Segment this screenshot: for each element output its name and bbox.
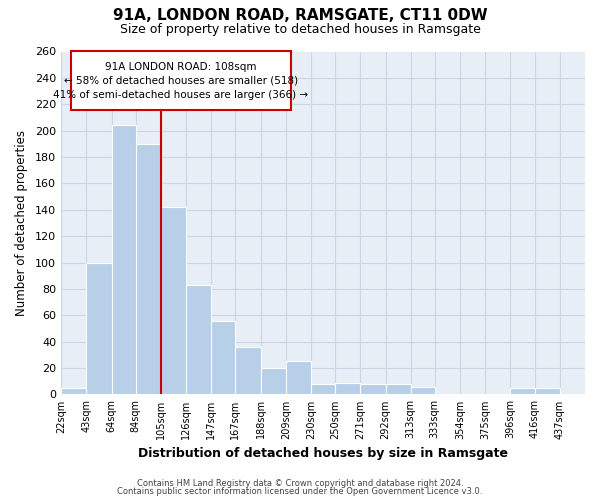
Bar — [235, 347, 260, 395]
FancyBboxPatch shape — [71, 52, 290, 110]
Bar — [211, 320, 235, 394]
Bar — [535, 388, 560, 394]
Bar — [511, 388, 535, 394]
Bar — [360, 384, 386, 394]
Text: 91A, LONDON ROAD, RAMSGATE, CT11 0DW: 91A, LONDON ROAD, RAMSGATE, CT11 0DW — [113, 8, 487, 22]
Bar — [386, 384, 411, 394]
Bar — [311, 384, 335, 394]
Bar — [286, 362, 311, 394]
Text: Size of property relative to detached houses in Ramsgate: Size of property relative to detached ho… — [119, 22, 481, 36]
Bar — [411, 386, 435, 394]
Bar — [86, 262, 112, 394]
Bar — [335, 382, 360, 394]
Bar — [186, 285, 211, 395]
Bar — [260, 368, 286, 394]
Bar — [61, 388, 86, 394]
Y-axis label: Number of detached properties: Number of detached properties — [15, 130, 28, 316]
Text: 91A LONDON ROAD: 108sqm
← 58% of detached houses are smaller (518)
41% of semi-d: 91A LONDON ROAD: 108sqm ← 58% of detache… — [53, 62, 308, 100]
Text: Contains public sector information licensed under the Open Government Licence v3: Contains public sector information licen… — [118, 487, 482, 496]
X-axis label: Distribution of detached houses by size in Ramsgate: Distribution of detached houses by size … — [138, 447, 508, 460]
Text: Contains HM Land Registry data © Crown copyright and database right 2024.: Contains HM Land Registry data © Crown c… — [137, 478, 463, 488]
Bar — [136, 144, 161, 395]
Bar — [161, 207, 186, 394]
Bar — [112, 126, 136, 394]
